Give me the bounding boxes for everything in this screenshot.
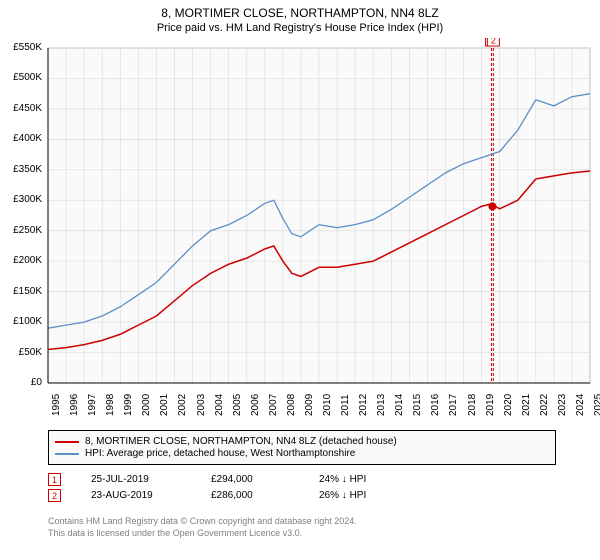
y-tick-label: £500K <box>0 72 42 83</box>
x-tick-label: 2021 <box>521 394 532 416</box>
marker-pct: 24% ↓ HPI <box>319 474 409 485</box>
x-tick-label: 2025 <box>593 394 600 416</box>
chart-subtitle: Price paid vs. HM Land Registry's House … <box>0 20 600 38</box>
x-tick-label: 2012 <box>358 394 369 416</box>
legend-label: 8, MORTIMER CLOSE, NORTHAMPTON, NN4 8LZ … <box>85 436 397 447</box>
x-tick-label: 2015 <box>412 394 423 416</box>
y-tick-label: £550K <box>0 42 42 53</box>
marker-badge: 2 <box>48 489 61 502</box>
x-tick-label: 1996 <box>69 394 80 416</box>
y-tick-label: £50K <box>0 347 42 358</box>
x-tick-label: 2003 <box>196 394 207 416</box>
x-tick-label: 2004 <box>214 394 225 416</box>
footer-line-1: Contains HM Land Registry data © Crown c… <box>48 516 357 528</box>
x-tick-label: 2011 <box>340 394 351 416</box>
chart-container: 8, MORTIMER CLOSE, NORTHAMPTON, NN4 8LZ … <box>0 0 600 560</box>
x-tick-label: 2013 <box>376 394 387 416</box>
x-tick-label: 2020 <box>503 394 514 416</box>
y-tick-label: £100K <box>0 316 42 327</box>
marker-row: 2 23-AUG-2019 £286,000 26% ↓ HPI <box>48 489 409 502</box>
x-tick-label: 2007 <box>268 394 279 416</box>
chart-svg: 12 <box>0 38 600 428</box>
legend-item: 8, MORTIMER CLOSE, NORTHAMPTON, NN4 8LZ … <box>55 436 549 447</box>
x-tick-label: 1999 <box>123 394 134 416</box>
marker-pct: 26% ↓ HPI <box>319 490 409 501</box>
chart-title: 8, MORTIMER CLOSE, NORTHAMPTON, NN4 8LZ <box>0 0 600 20</box>
y-tick-label: £0 <box>0 377 42 388</box>
y-tick-label: £450K <box>0 103 42 114</box>
footer-line-2: This data is licensed under the Open Gov… <box>48 528 357 540</box>
footer-attribution: Contains HM Land Registry data © Crown c… <box>48 516 357 539</box>
x-tick-label: 2024 <box>575 394 586 416</box>
x-tick-label: 2019 <box>485 394 496 416</box>
y-tick-label: £150K <box>0 286 42 297</box>
marker-date: 23-AUG-2019 <box>91 490 181 501</box>
legend-item: HPI: Average price, detached house, West… <box>55 448 549 459</box>
legend-swatch <box>55 453 79 455</box>
marker-date: 25-JUL-2019 <box>91 474 181 485</box>
svg-text:2: 2 <box>491 38 496 46</box>
x-tick-label: 2017 <box>448 394 459 416</box>
y-tick-label: £200K <box>0 255 42 266</box>
legend-swatch <box>55 441 79 443</box>
x-tick-label: 2000 <box>141 394 152 416</box>
x-tick-label: 2023 <box>557 394 568 416</box>
chart-area: 12 £0 £50K £100K £150K £200K £250K £300K £350K £… <box>0 38 600 428</box>
x-tick-label: 2014 <box>394 394 405 416</box>
x-tick-label: 1995 <box>51 394 62 416</box>
x-tick-label: 2005 <box>232 394 243 416</box>
legend: 8, MORTIMER CLOSE, NORTHAMPTON, NN4 8LZ … <box>48 430 556 465</box>
marker-table: 1 25-JUL-2019 £294,000 24% ↓ HPI 2 23-AUG-201… <box>48 470 409 505</box>
marker-row: 1 25-JUL-2019 £294,000 24% ↓ HPI <box>48 473 409 486</box>
y-tick-label: £300K <box>0 194 42 205</box>
y-tick-label: £400K <box>0 133 42 144</box>
x-tick-label: 2002 <box>177 394 188 416</box>
marker-price: £294,000 <box>211 474 289 485</box>
x-tick-label: 2008 <box>286 394 297 416</box>
x-tick-label: 2009 <box>304 394 315 416</box>
x-tick-label: 2016 <box>430 394 441 416</box>
y-tick-label: £250K <box>0 225 42 236</box>
marker-badge: 1 <box>48 473 61 486</box>
y-tick-label: £350K <box>0 164 42 175</box>
x-tick-label: 1997 <box>87 394 98 416</box>
x-tick-label: 2018 <box>467 394 478 416</box>
x-tick-label: 2001 <box>159 394 170 416</box>
legend-label: HPI: Average price, detached house, West… <box>85 448 355 459</box>
marker-price: £286,000 <box>211 490 289 501</box>
x-tick-label: 2010 <box>322 394 333 416</box>
x-tick-label: 2006 <box>250 394 261 416</box>
x-tick-label: 1998 <box>105 394 116 416</box>
x-tick-label: 2022 <box>539 394 550 416</box>
